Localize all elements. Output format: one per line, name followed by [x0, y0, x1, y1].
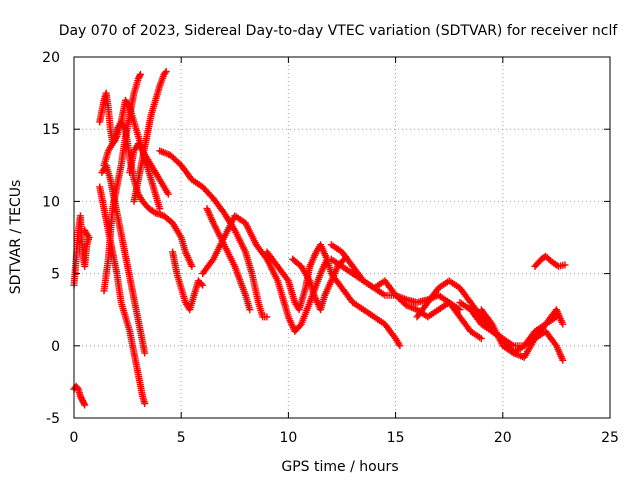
data-point	[263, 313, 271, 321]
series-arc6	[98, 161, 149, 357]
data-point	[156, 205, 164, 213]
series-arc20	[477, 306, 567, 364]
y-tick-label: 5	[51, 267, 60, 283]
data-point	[136, 70, 144, 78]
data-point	[197, 280, 205, 288]
data-point	[81, 401, 89, 409]
series-arc9	[126, 140, 172, 198]
data-point	[487, 319, 495, 327]
data-point	[81, 226, 89, 234]
data-point	[246, 306, 254, 314]
series-arc1	[70, 212, 93, 289]
series-arc17	[327, 241, 485, 343]
series-arc2	[70, 382, 89, 409]
data-point	[559, 356, 567, 364]
grid-lines	[74, 57, 610, 418]
x-tick-label: 5	[177, 430, 186, 446]
plot-frame	[73, 56, 611, 419]
series-arc4	[96, 183, 149, 408]
series-arc7	[100, 70, 144, 295]
data-point	[559, 320, 567, 328]
y-tick-label: 20	[42, 50, 60, 66]
x-tick-label: 10	[279, 430, 297, 446]
data-point	[396, 342, 404, 350]
data-point	[188, 262, 196, 270]
series-arc8	[130, 67, 170, 205]
data-point	[477, 335, 485, 343]
x-axis-label: GPS time / hours	[281, 459, 398, 475]
series-arc11	[169, 248, 207, 314]
x-tick-label: 15	[387, 430, 405, 446]
x-tick-label: 20	[494, 430, 512, 446]
data-point	[456, 306, 464, 314]
y-tick-label: 15	[42, 122, 60, 138]
data-point	[199, 281, 207, 289]
series-arc13	[203, 205, 254, 314]
data-point	[141, 400, 149, 408]
y-tick-label: 0	[51, 339, 60, 355]
data-points	[70, 67, 569, 409]
x-tick-label: 0	[70, 430, 79, 446]
data-point	[561, 261, 569, 269]
data-point	[161, 69, 169, 77]
data-point	[208, 257, 216, 265]
chart-title: Day 070 of 2023, Sidereal Day-to-day VTE…	[59, 23, 619, 39]
data-point	[262, 254, 270, 262]
y-axis-label: SDTVAR / TECUs	[8, 180, 24, 295]
x-tick-label: 25	[601, 430, 619, 446]
data-point	[162, 67, 170, 75]
y-tick-label: 10	[42, 194, 60, 210]
axis-ticks: 0 5 10 15 20 25 -5 0 5 10 15 20	[42, 50, 619, 446]
data-point	[164, 190, 172, 198]
series-arc10	[156, 147, 271, 321]
data-point	[283, 275, 291, 283]
data-point	[73, 384, 81, 392]
data-point	[136, 72, 144, 80]
series-arc21	[531, 252, 569, 270]
data-point	[141, 349, 149, 357]
y-tick-label: -5	[46, 411, 60, 427]
series-arc3	[96, 89, 196, 270]
data-point	[80, 400, 88, 408]
